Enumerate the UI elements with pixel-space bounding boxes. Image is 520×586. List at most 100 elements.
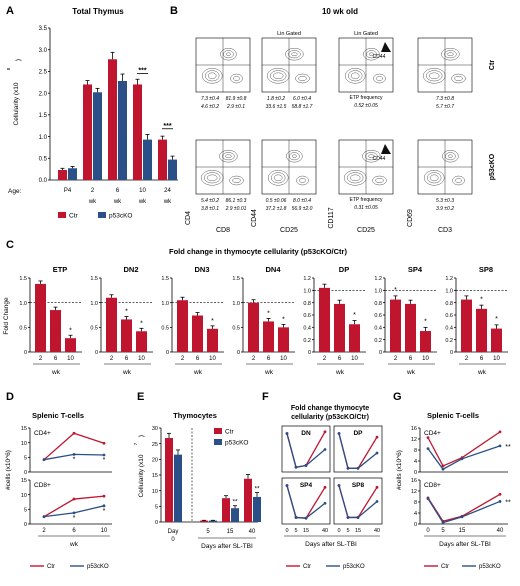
y-tick-label: 0 xyxy=(24,470,27,476)
data-point-Ctr xyxy=(102,441,106,445)
contour-line xyxy=(428,72,440,80)
x-tick-label: 2 xyxy=(110,356,114,362)
x-tick-label: Day xyxy=(168,529,179,535)
x-tick-label: 6 xyxy=(116,188,120,194)
x-axis-label: wk xyxy=(477,369,487,376)
bar-fold-change xyxy=(405,303,416,352)
gate-value: 81.9 ±0.8 xyxy=(226,96,247,102)
bar-p53cKO xyxy=(168,159,177,180)
bar-fold-change xyxy=(390,299,401,352)
y-tick-label: 4 xyxy=(414,511,417,517)
y-tick-label: 1.0 xyxy=(232,301,240,307)
data-point-p53cKO xyxy=(441,521,445,525)
contour-line xyxy=(272,72,284,80)
contour-line xyxy=(285,47,304,61)
flow-plot xyxy=(417,139,473,195)
y-tick-label: 0 xyxy=(166,350,169,356)
y-tick-label: 8 xyxy=(414,448,417,454)
contour-line xyxy=(267,170,289,186)
data-point-p53cKO xyxy=(375,451,379,455)
y-tick-label: 1.0 xyxy=(90,301,98,307)
contour-line xyxy=(220,47,237,61)
x-tick-label: 6 xyxy=(409,356,413,362)
subplot-label: CD8+ xyxy=(34,482,51,489)
bar-fold-change xyxy=(136,331,147,352)
gate-value: 58.8 ±1.7 xyxy=(292,104,313,110)
subplot-frame xyxy=(281,477,331,525)
bar-p53cKO xyxy=(143,139,152,180)
x-axis-label: wk xyxy=(193,369,203,376)
contour-line xyxy=(206,174,218,182)
y-tick-label: 16 xyxy=(411,478,417,484)
x-tick-label: 10 xyxy=(280,356,287,362)
subplot-title: DN4 xyxy=(265,265,281,274)
contour-line xyxy=(447,52,454,56)
contour-line xyxy=(270,172,286,184)
y-tick-label: 25 xyxy=(152,442,158,448)
x-tick-label: 10 xyxy=(139,188,146,194)
data-point-p53cKO xyxy=(426,447,430,451)
contour-line xyxy=(349,174,361,182)
panel-letter: F xyxy=(262,391,269,403)
data-point-Ctr xyxy=(102,494,106,498)
y-tick-label: 3.0 xyxy=(39,48,48,54)
y-tick-label: 12 xyxy=(411,489,417,495)
data-point-p53cKO xyxy=(42,458,46,462)
contour-line xyxy=(454,76,463,81)
y-tick-label: 1.0 xyxy=(445,289,453,295)
etp-label: ETP frequency xyxy=(350,95,383,101)
x-axis-label: wk xyxy=(406,369,416,376)
contour-line xyxy=(451,73,466,84)
gate-value: 0.31 ±0.05 xyxy=(354,205,378,211)
significance-marker: * xyxy=(267,310,270,317)
data-point-p53cKO xyxy=(102,453,106,457)
data-point-p53cKO xyxy=(498,500,502,503)
y-axis-label: ) xyxy=(138,435,145,437)
x-tick-label: 2 xyxy=(91,188,95,194)
significance-marker: ** xyxy=(505,444,511,451)
legend-label-ko: p53cKO xyxy=(109,213,133,220)
data-point-p53cKO xyxy=(441,467,445,471)
legend-label-ctr: Ctr xyxy=(441,564,449,570)
y-tick-label: 1.2 xyxy=(374,276,382,282)
y-tick-label: 0.2 xyxy=(303,338,311,344)
gate-value: 0.5 ±0.06 xyxy=(266,198,287,204)
y-tick-label: 1.5 xyxy=(19,276,27,282)
y-tick-label: 1.5 xyxy=(161,276,169,282)
significance-marker: *** xyxy=(163,123,171,130)
data-point-Ctr xyxy=(498,492,502,496)
x-tick-label: wk xyxy=(113,199,122,205)
bar-fold-change xyxy=(207,328,218,352)
panel-letter: A xyxy=(6,5,14,17)
gate-value: 8.0 ±0.4 xyxy=(293,198,311,204)
y-tick-label: 0 xyxy=(308,350,311,356)
y-tick-label: 0.5 xyxy=(90,326,98,332)
significance-marker: * xyxy=(103,457,106,464)
contour-line xyxy=(445,152,456,161)
data-point-p53cKO xyxy=(323,501,327,505)
contour-line xyxy=(298,76,307,81)
y-tick-label: 0.5 xyxy=(161,326,169,332)
bar-fold-change xyxy=(476,308,487,352)
contour-line xyxy=(203,172,221,184)
bar-Ctr xyxy=(133,84,142,180)
bar-p53cKO xyxy=(93,92,102,180)
y-tick-label: 0 xyxy=(24,350,27,356)
data-point-Ctr xyxy=(323,485,327,489)
y-tick-label: 0 xyxy=(237,350,240,356)
x-axis-label: wk xyxy=(69,541,79,548)
contour-line xyxy=(423,170,445,186)
y-tick-label: 1.0 xyxy=(161,301,169,307)
y-axis-label: #cells (x10^6) xyxy=(5,450,12,490)
gate-value: 3.8 ±0.1 xyxy=(201,206,219,212)
panel-letter: C xyxy=(6,239,14,251)
legend-swatch-ko xyxy=(98,212,106,218)
contour-line xyxy=(225,154,232,158)
gate-value: 56.9 ±2.0 xyxy=(292,206,313,212)
subplot-frame xyxy=(333,477,383,525)
data-point-p53cKO xyxy=(460,515,464,519)
contour-line xyxy=(289,152,300,161)
x-tick-label: 2 xyxy=(39,356,43,362)
x-tick-label: 2 xyxy=(323,356,327,362)
bar-fold-change xyxy=(349,324,360,352)
